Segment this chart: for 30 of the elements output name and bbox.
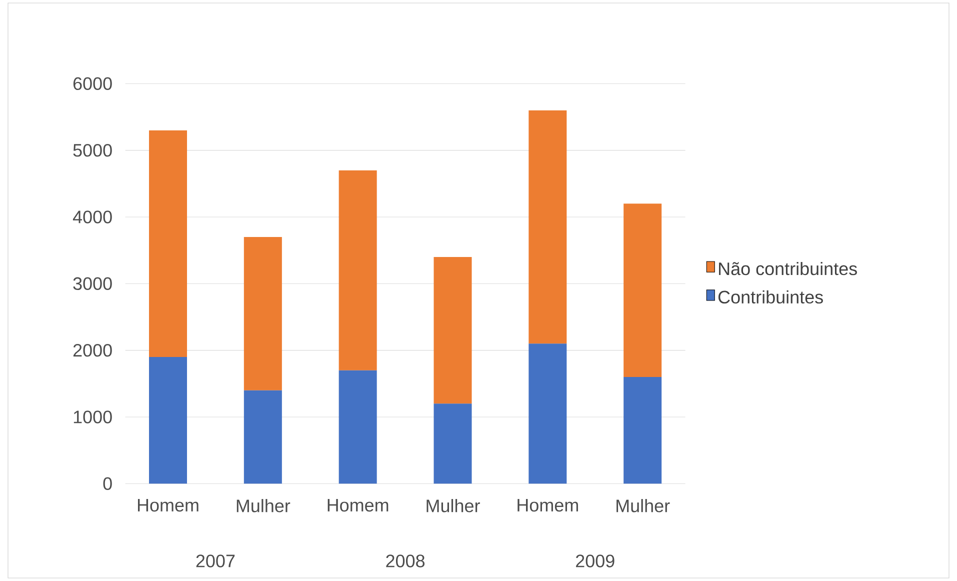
x-tick-label: Mulher <box>616 499 670 512</box>
bar <box>434 256 472 404</box>
x-tick-label: Mulher <box>426 499 480 512</box>
y-tick-label: 1000 <box>74 410 112 424</box>
text: 2009 <box>576 554 614 568</box>
bar <box>244 236 282 390</box>
x-tick-label: Homem <box>138 499 198 512</box>
bar <box>624 376 662 484</box>
bar <box>149 130 188 357</box>
x-tick-label: Homem <box>518 499 578 512</box>
bar <box>528 110 567 344</box>
bar <box>624 204 662 377</box>
text: 2008 <box>386 554 425 568</box>
bar <box>528 344 567 484</box>
bar <box>434 404 472 484</box>
x-tick-label: Mulher <box>236 499 290 512</box>
text: 2007 <box>196 554 235 568</box>
y-tick-label: 6000 <box>73 77 112 90</box>
x-tick-label: Homem <box>328 499 388 512</box>
legend-label: Contribuintes <box>718 290 823 304</box>
bar <box>338 370 377 484</box>
bar <box>149 356 188 484</box>
y-tick-label: 4000 <box>72 210 112 224</box>
legend-label: Não contribuintes <box>719 262 857 276</box>
y-tick-label: 3000 <box>73 277 112 290</box>
y-tick-label: 2000 <box>73 344 112 357</box>
y-tick-label: 5000 <box>73 144 112 157</box>
bar <box>244 390 282 484</box>
y-tick-label: 0 <box>103 477 112 490</box>
bar <box>338 170 377 370</box>
